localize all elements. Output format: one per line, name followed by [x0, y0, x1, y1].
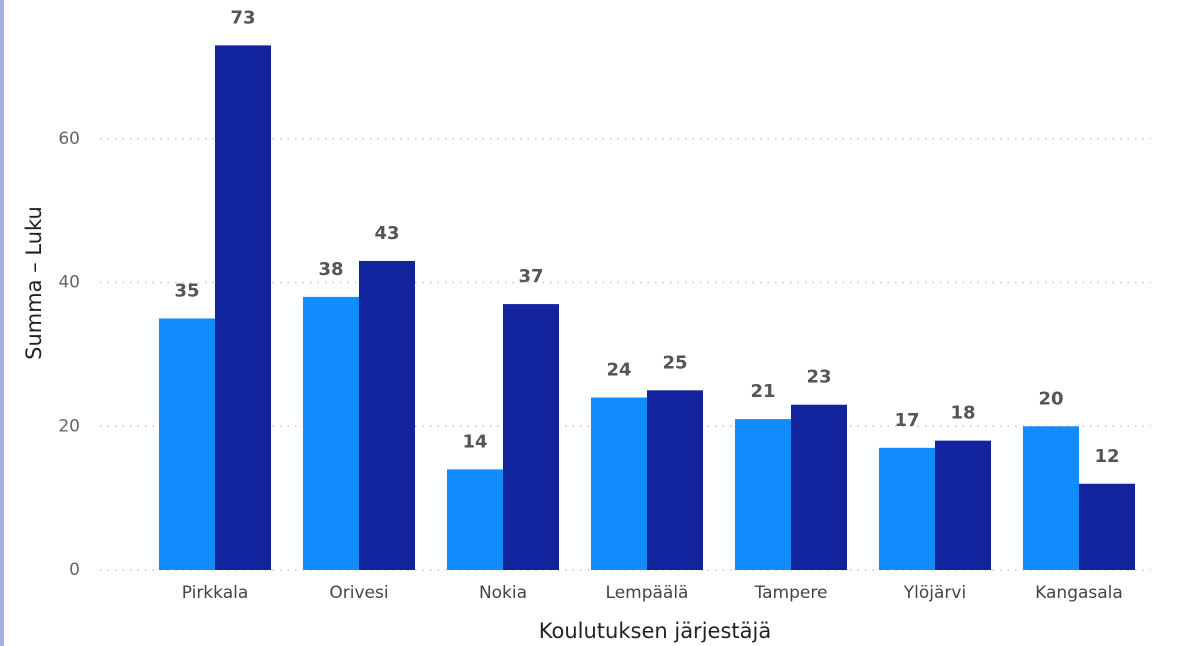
bar — [647, 390, 703, 570]
left-border — [0, 0, 4, 646]
x-axis-title: Koulutuksen järjestäjä — [539, 619, 771, 643]
x-tick-label: Nokia — [479, 583, 527, 603]
value-label: 38 — [318, 259, 343, 280]
y-tick-label: 60 — [58, 129, 80, 149]
bar — [1023, 426, 1079, 570]
x-tick-label: Kangasala — [1035, 583, 1123, 603]
value-label: 12 — [1094, 446, 1119, 467]
value-label: 17 — [894, 410, 919, 431]
bar — [503, 304, 559, 570]
value-label: 21 — [750, 381, 775, 402]
y-tick-label: 0 — [69, 560, 80, 580]
value-label: 24 — [606, 360, 631, 381]
y-tick-label: 40 — [58, 273, 80, 293]
y-tick-label: 20 — [58, 416, 80, 436]
bar — [303, 296, 359, 570]
bar — [879, 447, 935, 570]
x-tick-label: Lempäälä — [606, 583, 689, 603]
value-label: 23 — [806, 367, 831, 388]
value-label: 37 — [518, 266, 543, 287]
x-tick-label: Ylöjärvi — [903, 583, 966, 603]
value-label: 18 — [950, 403, 975, 424]
value-label: 35 — [174, 280, 199, 301]
y-axis-title: Summa – Luku — [22, 206, 46, 360]
bar — [359, 260, 415, 570]
bar — [935, 440, 991, 570]
bar — [447, 469, 503, 570]
bar — [591, 397, 647, 570]
value-label: 20 — [1038, 388, 1063, 409]
value-label: 73 — [230, 7, 255, 28]
value-label: 25 — [662, 352, 687, 373]
value-label: 43 — [374, 223, 399, 244]
x-tick-label: Pirkkala — [182, 583, 249, 603]
x-tick-label: Tampere — [754, 583, 828, 603]
x-tick-label: Orivesi — [329, 583, 388, 603]
bar — [735, 419, 791, 570]
bar — [159, 318, 215, 570]
bar — [215, 45, 271, 570]
bar — [1079, 483, 1135, 570]
value-label: 14 — [462, 431, 487, 452]
bar — [791, 404, 847, 570]
